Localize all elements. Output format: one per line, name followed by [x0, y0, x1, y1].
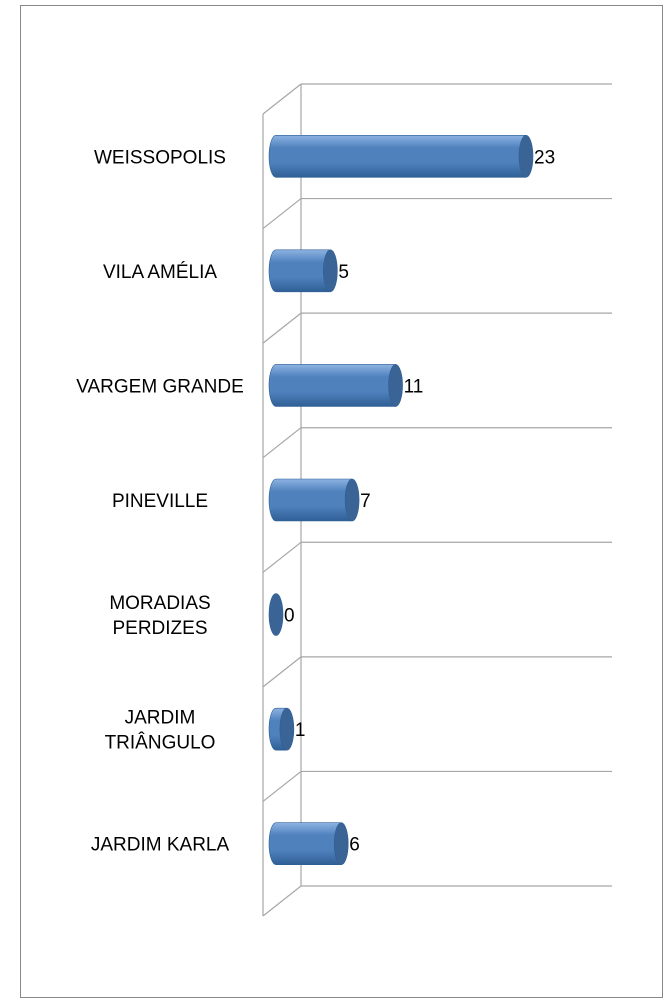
bar-6	[268, 707, 295, 751]
category-label: JARDIM TRIÂNGULO	[105, 708, 216, 754]
category-label: WEISSOPOLIS	[94, 147, 226, 168]
bar-cap	[344, 478, 360, 522]
bars	[268, 134, 534, 866]
bar-cap	[268, 593, 284, 636]
bar-2	[268, 249, 338, 293]
bar-cap	[518, 134, 534, 178]
category-label: JARDIM KARLA	[91, 835, 230, 856]
gridline-diagonal	[262, 885, 302, 917]
bar-1	[268, 134, 534, 178]
data-label: 6	[349, 835, 360, 856]
data-label: 7	[360, 491, 371, 512]
category-label-line: TRIÂNGULO	[105, 732, 216, 754]
bar-body	[268, 134, 527, 178]
category-label: VARGEM GRANDE	[76, 376, 244, 397]
bar-cap	[333, 822, 349, 866]
category-label-line: MORADIAS	[109, 593, 210, 614]
category-label-line: JARDIM KARLA	[91, 835, 230, 856]
gridline-diagonal	[262, 427, 302, 459]
data-label: 1	[295, 720, 306, 741]
bar-cap	[279, 707, 295, 751]
bar-5	[268, 593, 284, 636]
gridline-diagonal	[262, 656, 302, 688]
category-label-line: VARGEM GRANDE	[76, 376, 244, 397]
data-label: 0	[284, 606, 295, 627]
gridline-diagonal	[262, 198, 302, 230]
category-label-line: VILA AMÉLIA	[103, 262, 217, 283]
grid-lines	[262, 83, 612, 917]
bar-7	[268, 822, 349, 866]
category-label-line: PERDIZES	[112, 618, 207, 639]
bar-body	[268, 478, 353, 522]
category-label: MORADIAS PERDIZES	[109, 593, 210, 639]
gridline-diagonal	[262, 541, 302, 573]
data-labels: 23 5 11 7 0 1 6	[284, 147, 555, 855]
category-label-line: PINEVILLE	[112, 491, 208, 512]
category-label: VILA AMÉLIA	[103, 262, 217, 283]
bar-cap	[388, 364, 403, 407]
gridline-diagonal	[262, 312, 302, 344]
category-label-line: WEISSOPOLIS	[94, 147, 226, 168]
gridline-diagonal	[262, 83, 302, 115]
data-label: 11	[404, 376, 424, 397]
gridline-diagonal	[262, 770, 302, 802]
bar-body	[268, 249, 331, 293]
bar-body	[268, 364, 396, 407]
bar-cap	[323, 249, 338, 293]
category-label-line: JARDIM	[125, 708, 196, 729]
category-label: PINEVILLE	[112, 491, 208, 512]
chart-frame	[20, 5, 663, 998]
bar-body	[268, 822, 342, 866]
category-labels: WEISSOPOLIS VILA AMÉLIA VARGEM GRANDE PINEV…	[76, 147, 244, 855]
bar-4	[268, 478, 360, 522]
data-label: 5	[338, 262, 349, 283]
bar-3	[268, 364, 403, 407]
data-label: 23	[534, 147, 555, 168]
